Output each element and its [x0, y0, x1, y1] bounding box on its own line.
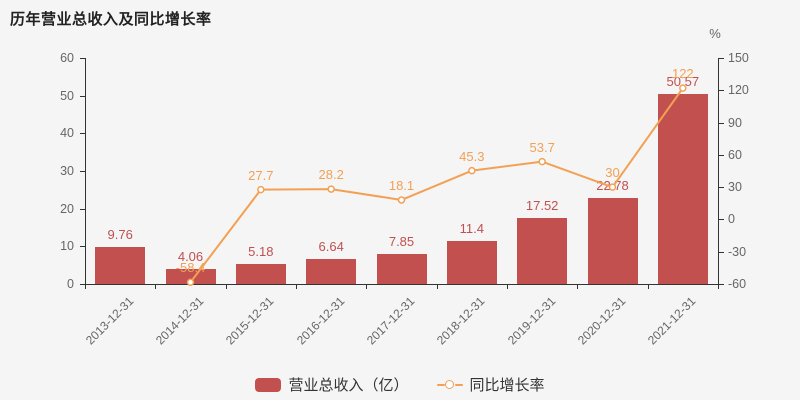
growth-point-marker: [257, 185, 265, 194]
line-value-label: 30: [605, 165, 620, 181]
y-tick-label-left: 10: [60, 239, 74, 254]
x-tick-label: 2017-12-31: [364, 294, 418, 348]
x-axis-line: [85, 284, 719, 285]
y-tick-label-right: 0: [728, 212, 735, 227]
revenue-bar[interactable]: [446, 241, 497, 284]
x-tick-label: 2018-12-31: [434, 294, 488, 348]
growth-point-marker: [538, 157, 546, 166]
y-tick-label-right: 150: [728, 51, 749, 65]
x-tick-label: 2021-12-31: [645, 294, 699, 348]
x-tick: [436, 284, 438, 289]
y-tick-label-right: 60: [728, 147, 742, 162]
x-tick-label: 2020-12-31: [575, 294, 629, 348]
revenue-bar[interactable]: [657, 93, 708, 284]
line-value-label: 27.7: [248, 167, 274, 183]
y-tick-left: [80, 284, 85, 285]
y-tick-right: [719, 122, 724, 124]
growth-point-marker: [327, 185, 335, 193]
revenue-bar[interactable]: [517, 218, 568, 284]
legend: 营业总收入（亿） 同比增长率: [0, 374, 800, 395]
y-tick-left: [80, 58, 85, 59]
line-value-label: 28.2: [318, 167, 344, 183]
growth-point-marker: [468, 166, 476, 175]
bar-value-label: 7.85: [388, 234, 415, 250]
line-value-label: 122: [671, 66, 694, 82]
bar-value-label: 9.76: [107, 227, 133, 243]
y-tick-label-right: -60: [728, 277, 747, 291]
y-axis-right-line: [718, 58, 719, 284]
line-value-label: 45.3: [459, 148, 485, 164]
y-tick-left: [80, 95, 85, 97]
y-tick-label-right: 120: [728, 83, 749, 98]
y-tick-right: [719, 90, 724, 92]
x-tick: [507, 284, 508, 289]
y-tick-label-left: 20: [60, 201, 74, 216]
y-tick-right: [719, 187, 724, 189]
line-value-label: 18.1: [388, 177, 415, 193]
y-tick-label-left: 40: [60, 126, 74, 141]
x-tick: [296, 284, 297, 289]
y-tick-label-left: 60: [60, 51, 74, 65]
line-series-swatch-icon: [436, 378, 463, 392]
x-tick-label: 2019-12-31: [504, 294, 559, 348]
line-value-label: -58.4: [175, 260, 206, 276]
revenue-bar[interactable]: [235, 264, 286, 284]
y-tick-right: [719, 58, 724, 59]
y-tick-label-left: 0: [67, 277, 74, 291]
legend-label-revenue: 营业总收入（亿）: [288, 377, 409, 394]
y-tick-label-right: -30: [728, 244, 747, 259]
y-tick-left: [80, 208, 85, 210]
revenue-bar[interactable]: [95, 247, 146, 284]
x-tick: [225, 284, 227, 289]
right-axis-unit: %: [709, 26, 721, 41]
bar-value-label: 5.18: [248, 244, 274, 260]
bar-value-label: 22.78: [596, 178, 629, 194]
y-tick-right: [719, 219, 724, 221]
y-tick-left: [80, 246, 85, 248]
x-tick: [85, 284, 86, 289]
growth-point-marker: [397, 196, 406, 204]
legend-item-revenue[interactable]: 营业总收入（亿）: [255, 374, 409, 395]
y-tick-label-left: 30: [60, 164, 74, 178]
x-tick: [577, 284, 579, 289]
y-tick-left: [80, 171, 85, 172]
x-tick-label: 2015-12-31: [223, 294, 277, 348]
y-tick-label-right: 90: [728, 115, 742, 130]
x-tick-label: 2013-12-31: [82, 294, 137, 348]
legend-item-growth[interactable]: 同比增长率: [436, 374, 545, 395]
x-tick: [647, 284, 649, 289]
x-tick: [155, 284, 157, 289]
y-tick-label-left: 50: [60, 88, 74, 103]
line-value-label: 53.7: [529, 139, 555, 155]
y-tick-right: [719, 284, 724, 285]
chart-title: 历年营业总收入及同比增长率: [10, 11, 212, 28]
y-tick-right: [719, 154, 724, 156]
x-tick: [366, 284, 368, 289]
bar-value-label: 11.4: [459, 221, 484, 237]
revenue-bar[interactable]: [376, 254, 427, 284]
bar-series-swatch-icon: [255, 377, 282, 392]
bar-value-label: 50.57: [666, 73, 700, 89]
revenue-bar[interactable]: [587, 198, 638, 284]
x-tick-label: 2016-12-31: [293, 294, 348, 348]
bar-value-label: 17.52: [525, 198, 559, 213]
y-tick-label-right: 30: [728, 180, 742, 195]
legend-label-growth: 同比增长率: [469, 377, 545, 394]
x-tick-label: 2014-12-31: [153, 294, 207, 348]
y-tick-right: [719, 251, 724, 253]
y-axis-left-line: [85, 58, 86, 284]
y-tick-left: [80, 133, 85, 135]
x-tick: [718, 284, 719, 289]
bar-value-label: 6.64: [318, 238, 344, 254]
revenue-bar[interactable]: [306, 258, 357, 284]
